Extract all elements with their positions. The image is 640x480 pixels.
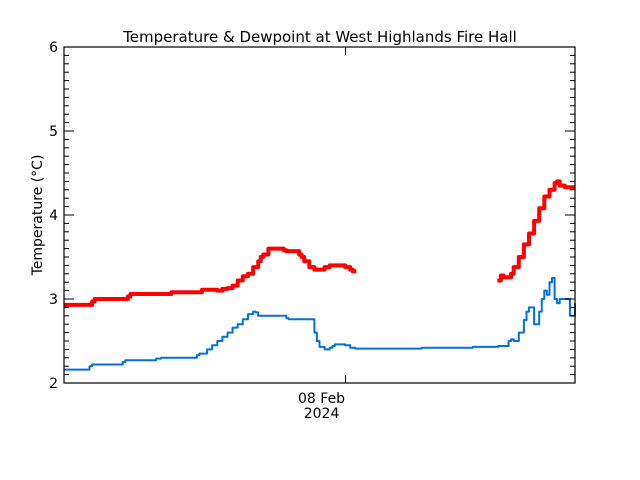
chart-title: Temperature & Dewpoint at West Highlands… (122, 28, 517, 46)
y-tick-label: 5 (49, 124, 58, 140)
y-axis-title: Temperature (°C) (30, 155, 46, 277)
axis-ticks (64, 46, 575, 384)
temperature-line (64, 246, 357, 307)
y-tick-label: 6 (49, 40, 58, 56)
y-tick-label: 3 (49, 292, 58, 308)
y-tick-label: 2 (49, 376, 58, 392)
x-tick-label: 2024 (304, 406, 340, 422)
temperature-line (497, 179, 575, 283)
dewpoint-line (64, 277, 576, 371)
y-tick-label: 4 (49, 208, 58, 224)
y-axis-labels: 2 3 4 5 6 (49, 40, 58, 392)
x-tick-label: 08 Feb (298, 391, 345, 407)
plot-frame (63, 46, 576, 384)
plot-area (64, 179, 576, 371)
